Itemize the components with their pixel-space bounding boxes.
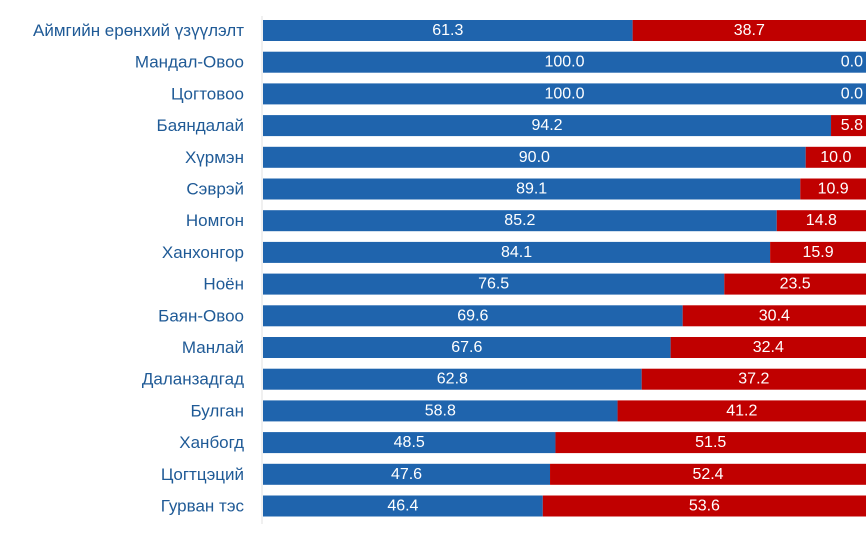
bar-segment-series-1 — [263, 495, 543, 517]
bar-segment-series-1 — [263, 368, 642, 390]
bar-segment-series-2 — [800, 178, 866, 200]
data-label-series-2: 32.4 — [753, 339, 784, 356]
bar-segment-series-1 — [263, 20, 633, 41]
data-label-series-1: 94.2 — [531, 117, 562, 134]
bar-segment-series-2 — [831, 115, 866, 137]
data-label-series-1: 47.6 — [391, 466, 422, 483]
value-labels: 61.3 38.7 100.0 0.0 100.0 0.0 94.2 5.8 90.0 10.0 8… — [387, 22, 863, 515]
data-label-series-1: 100.0 — [544, 85, 584, 102]
data-label-series-1: 90.0 — [519, 149, 550, 166]
data-label-series-1: 61.3 — [432, 22, 463, 39]
category-label: Мандал-Овоо — [135, 53, 244, 72]
bars — [263, 20, 866, 517]
data-label-series-2: 51.5 — [695, 434, 726, 451]
bar-segment-series-2 — [632, 20, 866, 41]
bar-segment-series-1 — [263, 337, 671, 358]
bar-segment-series-2 — [805, 146, 866, 168]
category-label: Манлай — [182, 338, 244, 357]
data-label-series-2: 41.2 — [726, 402, 757, 419]
bar-segment-series-1 — [263, 400, 618, 422]
category-label: Сэврэй — [186, 180, 244, 199]
data-label-series-2: 0.0 — [841, 54, 863, 71]
category-label: Ханхонгор — [162, 243, 244, 262]
bar-segment-series-1 — [263, 178, 801, 200]
category-label: Хүрмэн — [185, 148, 244, 167]
category-label: Цогтовоо — [171, 84, 244, 103]
category-label: Цогтцэций — [161, 465, 244, 484]
data-label-series-1: 58.8 — [425, 402, 456, 419]
data-label-series-2: 10.9 — [818, 181, 849, 198]
bar-segment-series-1 — [263, 83, 866, 105]
bar-segment-series-1 — [263, 273, 725, 295]
bar-segment-series-1 — [263, 305, 683, 327]
category-label: Баян-Овоо — [158, 306, 244, 325]
bar-segment-series-2 — [555, 432, 866, 454]
category-label: Баяндалай — [157, 116, 244, 135]
bar-segment-series-1 — [263, 51, 866, 73]
bar-segment-series-1 — [263, 210, 777, 232]
bar-segment-series-2 — [641, 368, 866, 390]
bar-segment-series-2 — [770, 241, 866, 263]
data-label-series-2: 52.4 — [692, 466, 723, 483]
category-label: Номгон — [186, 211, 244, 230]
bar-segment-series-1 — [263, 463, 551, 485]
category-label: Булган — [191, 401, 245, 420]
bar-segment-series-2 — [542, 495, 866, 517]
data-label-series-1: 85.2 — [504, 212, 535, 229]
data-label-series-2: 14.8 — [806, 212, 837, 229]
data-label-series-1: 48.5 — [394, 434, 425, 451]
bar-segment-series-1 — [263, 115, 832, 137]
data-label-series-2: 53.6 — [689, 498, 720, 515]
data-label-series-1: 76.5 — [478, 276, 509, 293]
data-label-series-1: 69.6 — [457, 307, 488, 324]
data-label-series-2: 37.2 — [738, 371, 769, 388]
category-label: Аймгийн ерөнхий үзүүлэлт — [33, 21, 244, 40]
data-label-series-2: 38.7 — [734, 22, 765, 39]
data-label-series-2: 23.5 — [780, 276, 811, 293]
data-label-series-2: 30.4 — [759, 307, 790, 324]
bar-segment-series-1 — [263, 432, 556, 454]
bar-segment-series-1 — [263, 241, 771, 263]
data-label-series-1: 67.6 — [451, 339, 482, 356]
category-label: Гурван тэс — [161, 497, 245, 516]
data-label-series-2: 15.9 — [802, 244, 833, 261]
data-label-series-2: 10.0 — [820, 149, 851, 166]
bar-segment-series-2 — [670, 337, 866, 358]
bar-segment-series-2 — [724, 273, 866, 295]
category-labels: Аймгийн ерөнхий үзүүлэлт Мандал-Овоо Цогто… — [33, 21, 245, 516]
bar-segment-series-2 — [776, 210, 866, 232]
bar-segment-series-1 — [263, 146, 806, 168]
data-label-series-1: 84.1 — [501, 244, 532, 261]
bar-segment-series-2 — [550, 463, 866, 485]
data-label-series-1: 100.0 — [544, 54, 584, 71]
data-label-series-1: 89.1 — [516, 181, 547, 198]
data-label-series-2: 0.0 — [841, 85, 863, 102]
category-label: Ханбогд — [179, 433, 244, 452]
data-label-series-1: 62.8 — [437, 371, 468, 388]
data-label-series-2: 5.8 — [841, 117, 863, 134]
category-label: Ноён — [203, 275, 244, 294]
bar-segment-series-2 — [617, 400, 866, 422]
category-label: Даланзадгад — [142, 370, 244, 389]
bar-segment-series-2 — [682, 305, 866, 327]
data-label-series-1: 46.4 — [387, 498, 418, 515]
